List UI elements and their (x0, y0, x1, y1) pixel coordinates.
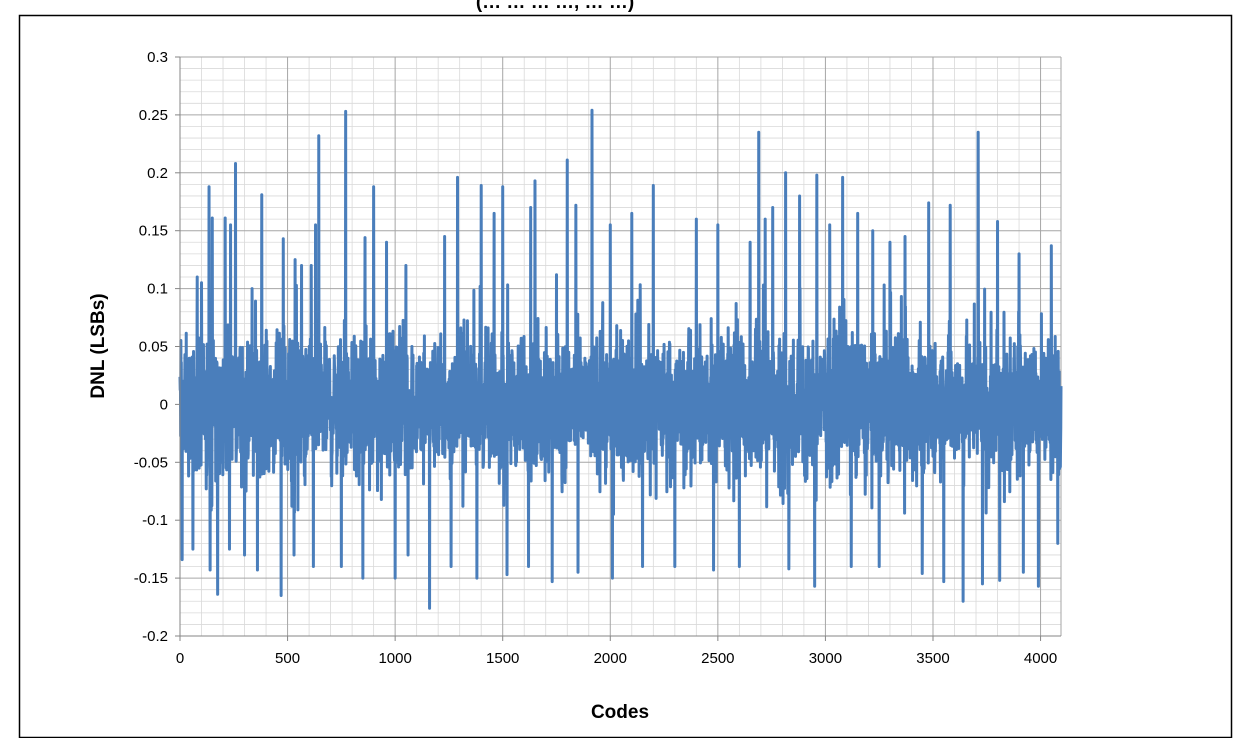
y-tick-label: 0 (160, 396, 168, 413)
y-tick-label: 0.15 (139, 223, 168, 240)
x-tick-label: 2500 (701, 650, 734, 667)
series-line (178, 108, 1063, 610)
x-axis-title: Codes (591, 702, 649, 723)
y-tick-label: 0.25 (139, 107, 168, 124)
x-tick-label: 1000 (378, 650, 411, 667)
y-tick-label: -0.15 (134, 570, 168, 587)
y-axis-title: DNL (LSBs) (88, 293, 109, 398)
y-tick-label: 0.1 (147, 281, 168, 298)
x-tick-label: 1500 (486, 650, 519, 667)
chart-title: (… … … …, … …) (476, 0, 634, 13)
x-tick-label: 3000 (809, 650, 842, 667)
y-tick-label: -0.2 (142, 628, 168, 645)
y-tick-label: 0.2 (147, 165, 168, 182)
y-tick-label: -0.1 (142, 512, 168, 529)
x-tick-label: 4000 (1024, 650, 1057, 667)
x-tick-label: 2000 (594, 650, 627, 667)
x-tick-label: 0 (176, 650, 184, 667)
y-tick-label: -0.05 (134, 454, 168, 471)
y-tick-label: 0.3 (147, 49, 168, 66)
axes (175, 56, 1061, 641)
series-dnl (178, 108, 1063, 610)
y-tick-label: 0.05 (139, 339, 168, 356)
y-tick-labels: 0.3 0.25 0.2 0.15 0.1 0.05 0 -0.05 -0.1 -0.15 -0.2 (134, 49, 168, 645)
x-tick-labels: 0 500 1000 1500 2000 2500 3000 3500 4000 (176, 650, 1057, 667)
x-tick-label: 3500 (916, 650, 949, 667)
x-tick-label: 500 (275, 650, 300, 667)
